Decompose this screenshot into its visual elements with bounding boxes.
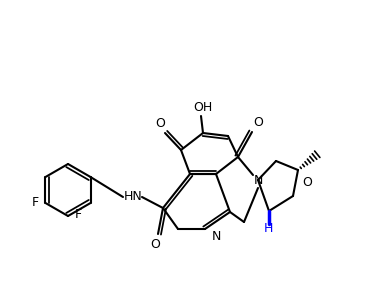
Text: H: H	[263, 222, 273, 234]
Text: F: F	[74, 208, 82, 222]
Text: O: O	[155, 117, 165, 129]
Text: OH: OH	[193, 100, 213, 114]
Text: N: N	[253, 174, 263, 186]
Text: O: O	[302, 177, 312, 189]
Text: F: F	[32, 196, 39, 208]
Text: HN: HN	[124, 191, 142, 203]
Text: O: O	[150, 237, 160, 251]
Text: N: N	[211, 230, 221, 244]
Text: O: O	[253, 115, 263, 129]
